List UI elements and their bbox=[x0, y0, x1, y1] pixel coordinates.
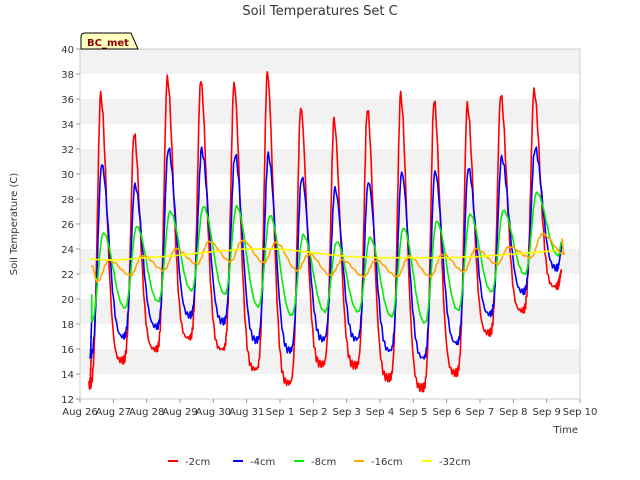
y-tick-label: 34 bbox=[61, 120, 74, 131]
grid-band bbox=[80, 49, 580, 74]
chart-title: Soil Temperatures Set C bbox=[242, 4, 397, 19]
series-line-minus-16cm bbox=[90, 232, 565, 283]
y-tick-label: 24 bbox=[61, 245, 74, 256]
series-lines bbox=[88, 71, 565, 393]
y-tick-label: 20 bbox=[61, 295, 74, 306]
grid-band bbox=[80, 324, 580, 349]
grid-band bbox=[80, 99, 580, 124]
x-tick-label: Aug 27 bbox=[96, 407, 131, 418]
x-tick-label: Sep 6 bbox=[432, 407, 460, 418]
x-tick-label: Sep 2 bbox=[299, 407, 327, 418]
y-axis: 12 14 16 18 20 22 24 26 28 30 32 34 36 38 40 bbox=[61, 45, 80, 406]
badge-label: BC_met bbox=[87, 38, 129, 49]
plot-area bbox=[79, 48, 581, 400]
y-tick-label: 38 bbox=[61, 70, 74, 81]
grid-band bbox=[80, 299, 580, 324]
y-tick-label: 40 bbox=[61, 45, 74, 56]
x-tick-label: Aug 28 bbox=[129, 407, 164, 418]
x-tick-label: Sep 4 bbox=[366, 407, 394, 418]
legend-label: -4cm bbox=[250, 457, 275, 468]
y-tick-label: 22 bbox=[61, 270, 74, 281]
y-tick-label: 28 bbox=[61, 195, 74, 206]
grid-band bbox=[80, 124, 580, 149]
series-line-minus-32cm bbox=[90, 247, 557, 262]
y-tick-label: 30 bbox=[61, 170, 74, 181]
x-tick-label: Sep 3 bbox=[332, 407, 360, 418]
grid-band bbox=[80, 374, 580, 399]
series-line-minus-2cm bbox=[88, 71, 563, 393]
x-tick-label: Aug 31 bbox=[229, 407, 264, 418]
legend-label: -16cm bbox=[371, 457, 403, 468]
x-tick-label: Sep 5 bbox=[399, 407, 427, 418]
series-line-minus-4cm bbox=[89, 146, 563, 360]
x-tick-label: Aug 30 bbox=[196, 407, 231, 418]
y-tick-label: 16 bbox=[61, 345, 74, 356]
series-line-minus-8cm bbox=[90, 191, 563, 324]
grid-band bbox=[80, 74, 580, 99]
x-axis-title: Time bbox=[553, 425, 578, 436]
y-axis-title: Soil Temperature (C) bbox=[9, 173, 20, 276]
legend-label: -32cm bbox=[439, 457, 471, 468]
legend-label: -8cm bbox=[311, 457, 336, 468]
station-badge: BC_met bbox=[80, 32, 139, 50]
y-tick-label: 36 bbox=[61, 95, 74, 106]
x-tick-label: Sep 9 bbox=[532, 407, 560, 418]
x-tick-label: Sep 7 bbox=[466, 407, 494, 418]
x-tick-label: Aug 26 bbox=[62, 407, 97, 418]
legend-label: -2cm bbox=[185, 457, 210, 468]
y-tick-label: 14 bbox=[61, 370, 74, 381]
grid-band bbox=[80, 149, 580, 174]
x-tick-label: Sep 10 bbox=[563, 407, 598, 418]
y-tick-label: 18 bbox=[61, 320, 74, 331]
y-tick-label: 12 bbox=[61, 395, 74, 406]
badge-box bbox=[80, 32, 139, 50]
x-tick-label: Aug 29 bbox=[162, 407, 197, 418]
legend: -2cm -4cm -8cm -16cm -32cm bbox=[168, 457, 471, 468]
x-tick-label: Sep 8 bbox=[499, 407, 527, 418]
x-tick-label: Sep 1 bbox=[266, 407, 294, 418]
y-tick-label: 32 bbox=[61, 145, 74, 156]
y-tick-label: 26 bbox=[61, 220, 74, 231]
grid-band bbox=[80, 349, 580, 374]
